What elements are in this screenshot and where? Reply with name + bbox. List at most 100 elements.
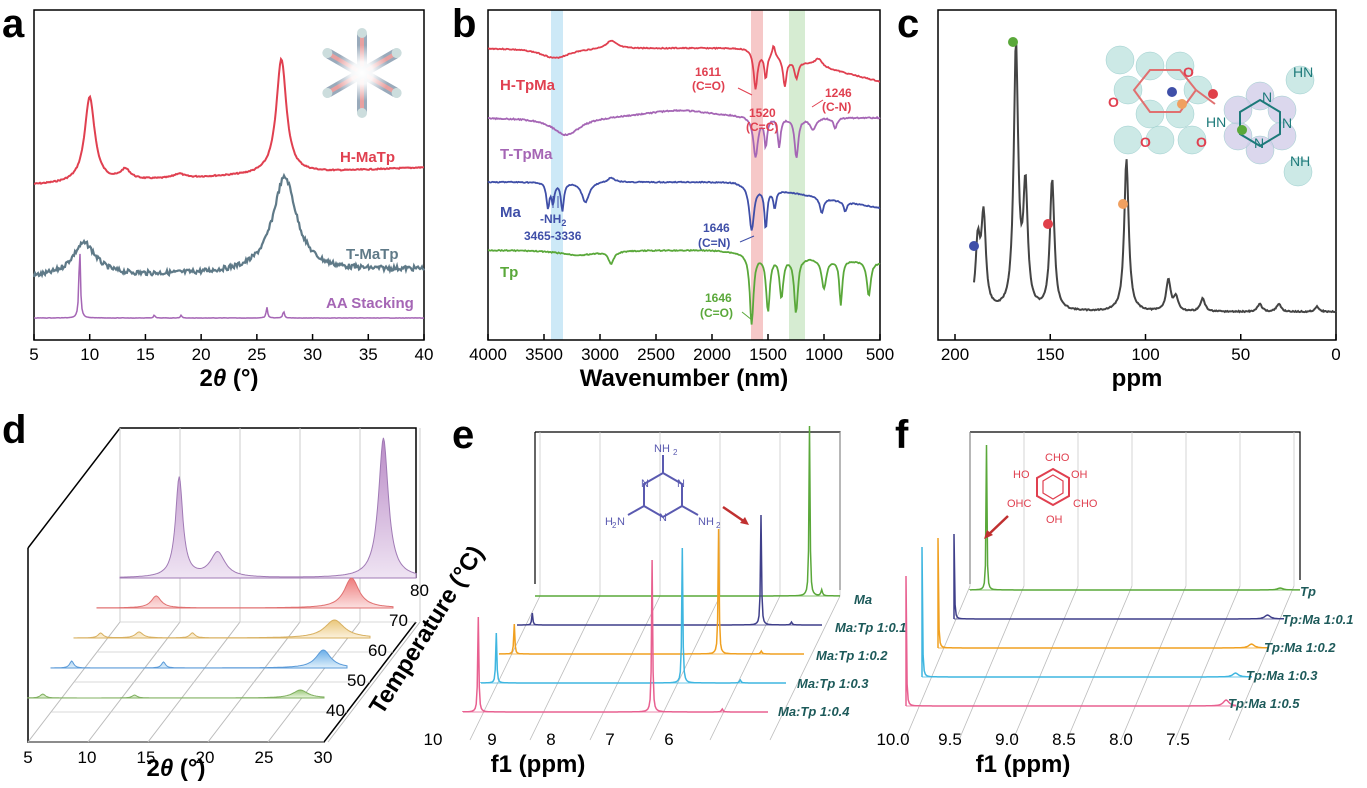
panel-a-tick-label: 20 bbox=[192, 345, 211, 364]
svg-text:O: O bbox=[1183, 64, 1194, 80]
panel-b-tick-label: 3000 bbox=[581, 345, 619, 364]
panel-f-tick-label: 8.5 bbox=[1052, 730, 1076, 749]
panel-f-layers bbox=[905, 444, 1300, 707]
panel-f-series-labels: Tp Tp:Ma 1:0.1 Tp:Ma 1:0.2 Tp:Ma 1:0.3 Tp:Ma… bbox=[1228, 584, 1354, 711]
panel-e-series-label: Ma:Tp 1:0.4 bbox=[778, 704, 850, 719]
panel-b-xticks: 4000 3500 3000 2500 2000 1500 1000 500 bbox=[469, 334, 894, 364]
panel-b-tick-label: 3500 bbox=[525, 345, 563, 364]
panel-b-frame bbox=[487, 9, 881, 341]
marker-dot-red bbox=[1043, 219, 1053, 229]
panel-c-tick-label: 150 bbox=[1036, 345, 1064, 364]
cc-band bbox=[751, 10, 763, 340]
triformylphloroglucinol-structure-icon: CHO HO OH OHC CHO OH bbox=[1007, 452, 1098, 526]
panel-f-series-label: Tp:Ma 1:0.2 bbox=[1264, 640, 1336, 655]
panel-d-xlabel: 2θ (°) bbox=[147, 755, 206, 782]
panel-f-gridline bbox=[1066, 585, 1133, 741]
layer-60c bbox=[73, 619, 371, 639]
panel-c-tick-label: 100 bbox=[1131, 345, 1159, 364]
cof-framework-icon bbox=[322, 28, 402, 118]
panel-f-tick-label: 8.0 bbox=[1109, 730, 1133, 749]
panel-a-label: a bbox=[2, 2, 25, 46]
panel-f-gridline bbox=[1120, 585, 1187, 741]
panel-b-tick-label: 500 bbox=[866, 345, 894, 364]
panel-c-tick-label: 200 bbox=[941, 345, 969, 364]
panel-d-temperature-label: 40 bbox=[326, 701, 345, 720]
spectrum-ma-tp-0-1 bbox=[517, 514, 822, 626]
svg-text:(C=O): (C=O) bbox=[692, 79, 725, 93]
panel-f-label: f bbox=[895, 413, 909, 457]
panel-d-temperature-label: 70 bbox=[389, 611, 408, 630]
panel-f-xticks: 10.0 9.5 9.0 8.5 8.0 7.5 bbox=[876, 730, 1189, 749]
panel-f-tick-label: 10.0 bbox=[876, 730, 909, 749]
panel-d-grid bbox=[27, 428, 421, 743]
h-tpma-curve bbox=[487, 39, 881, 90]
panel-a-tick-label: 35 bbox=[359, 345, 378, 364]
h-matp-label: H-MaTp bbox=[340, 149, 395, 166]
panel-e-xticks: 10 9 8 7 6 bbox=[424, 730, 674, 749]
svg-text:OH: OH bbox=[1046, 514, 1063, 526]
panel-e-xlabel: f1 (ppm) bbox=[491, 751, 586, 778]
svg-text:NH: NH bbox=[654, 443, 670, 455]
panel-e-gridline bbox=[589, 595, 661, 741]
svg-text:N: N bbox=[641, 478, 649, 490]
ma-label: Ma bbox=[500, 204, 521, 221]
panel-f-series-label: Tp:Ma 1:0.1 bbox=[1282, 612, 1354, 627]
svg-text:HN: HN bbox=[1206, 114, 1226, 130]
svg-text:N: N bbox=[617, 516, 625, 528]
panel-f-series-label: Tp:Ma 1:0.5 bbox=[1228, 696, 1300, 711]
marker-dot-green bbox=[1008, 37, 1018, 47]
panel-f-gridline bbox=[1012, 585, 1079, 741]
svg-text:1611: 1611 bbox=[695, 65, 721, 79]
svg-text:(C=C): (C=C) bbox=[746, 120, 778, 134]
t-matp-curve bbox=[32, 172, 425, 279]
panel-e-series-labels: Ma Ma:Tp 1:0.1 Ma:Tp 1:0.2 Ma:Tp 1:0.3 Ma:Tp… bbox=[778, 592, 907, 719]
panel-c-xticks: 200 150 100 50 0 bbox=[941, 334, 1341, 364]
panel-a-tick-label: 30 bbox=[303, 345, 322, 364]
panel-a-xticks: 5 10 15 20 25 30 35 40 bbox=[29, 334, 433, 364]
cn-band bbox=[789, 10, 805, 340]
panel-f: f 10.0 9.5 9.0 8.5 8.0 7.5 Tp Tp:Ma 1:0.1 Tp:Ma… bbox=[876, 413, 1353, 778]
panel-e-tick-label: 8 bbox=[546, 730, 555, 749]
svg-text:1246: 1246 bbox=[825, 86, 852, 100]
panel-d-temperature-label: 60 bbox=[368, 641, 387, 660]
panel-e-series-label: Ma:Tp 1:0.3 bbox=[797, 676, 869, 691]
panel-c-label: c bbox=[897, 2, 919, 46]
h-matp-curve bbox=[34, 56, 424, 185]
panel-e-gridline bbox=[649, 595, 721, 741]
svg-text:N: N bbox=[659, 512, 667, 524]
spectrum-tp bbox=[969, 444, 1300, 591]
panel-b-tick-label: 1500 bbox=[749, 345, 787, 364]
svg-text:N: N bbox=[1262, 89, 1272, 105]
spectrum-tp-ma-0-1 bbox=[953, 533, 1284, 620]
panel-b-tick-label: 1000 bbox=[805, 345, 843, 364]
t-tpma-curve bbox=[488, 109, 881, 158]
svg-text:OH: OH bbox=[1071, 469, 1088, 481]
panel-e-series-label: Ma:Tp 1:0.1 bbox=[835, 620, 907, 635]
svg-text:2: 2 bbox=[612, 521, 617, 530]
panel-a: a 5 10 15 20 25 30 35 40 H-MaTp T-MaTp AA Stack… bbox=[2, 2, 433, 392]
svg-text:3465-3336: 3465-3336 bbox=[524, 229, 582, 243]
spectrum-ma-tp-0-3 bbox=[480, 547, 786, 684]
panel-f-xlabel: f1 (ppm) bbox=[976, 751, 1071, 778]
svg-text:-NH2: -NH2 bbox=[540, 212, 566, 228]
t-matp-label: T-MaTp bbox=[346, 246, 399, 263]
panel-a-tick-label: 25 bbox=[247, 345, 266, 364]
panel-f-gridline bbox=[958, 585, 1025, 741]
panel-e-tick-label: 6 bbox=[664, 730, 673, 749]
t-tpma-label: T-TpMa bbox=[500, 146, 553, 163]
panel-a-tick-label: 5 bbox=[29, 345, 38, 364]
panel-f-gridline bbox=[1174, 585, 1241, 741]
svg-text:NH: NH bbox=[1290, 153, 1310, 169]
spectrum-ma bbox=[535, 425, 840, 597]
svg-text:O: O bbox=[1196, 134, 1207, 150]
h-tpma-label: H-TpMa bbox=[500, 77, 556, 94]
panel-b: b 4000 3500 3000 2500 2000 1500 1000 500 H-TpMa… bbox=[452, 2, 894, 392]
panel-d-tick-label: 20 bbox=[196, 748, 215, 767]
panel-c-tick-label: 0 bbox=[1331, 345, 1340, 364]
svg-text:CHO: CHO bbox=[1045, 452, 1070, 464]
svg-text:O: O bbox=[1108, 94, 1119, 110]
panel-d-tick-label: 10 bbox=[78, 748, 97, 767]
svg-text:HN: HN bbox=[1293, 64, 1313, 80]
svg-text:1520: 1520 bbox=[749, 106, 776, 120]
svg-text:N: N bbox=[1254, 135, 1264, 151]
